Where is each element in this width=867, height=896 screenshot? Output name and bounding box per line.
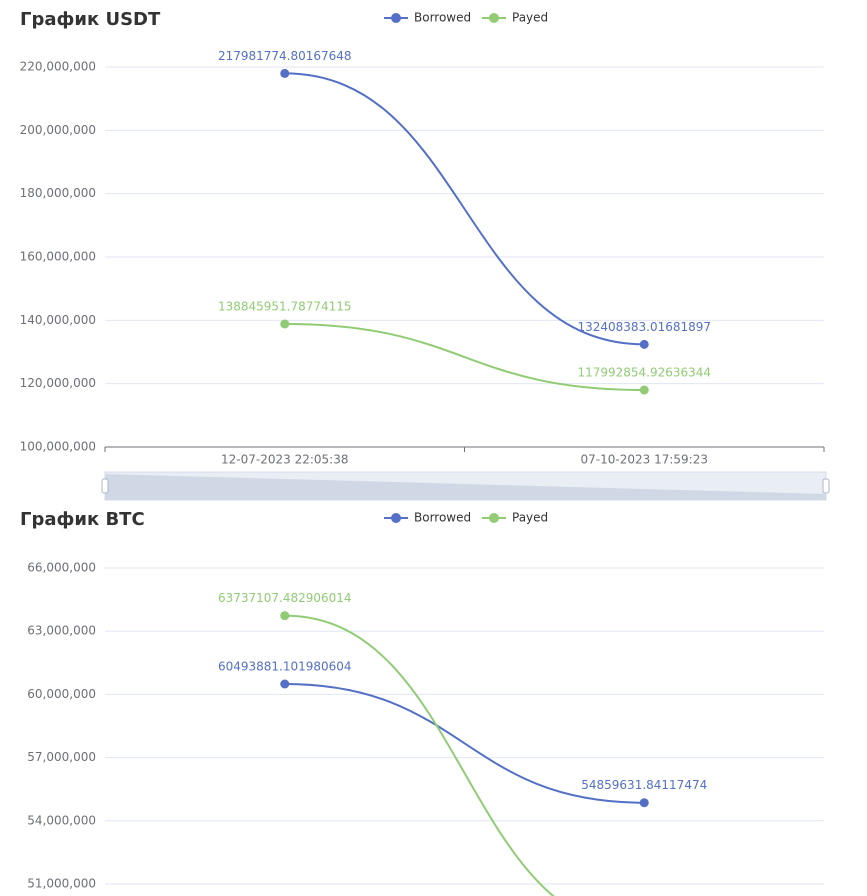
data-point bbox=[280, 68, 290, 78]
data-label: 132408383.01681897 bbox=[577, 320, 711, 334]
chart-title: График BTC bbox=[20, 509, 145, 530]
y-tick-label: 66,000,000 bbox=[27, 561, 96, 575]
y-tick-label: 100,000,000 bbox=[20, 440, 96, 454]
data-label: 63737107.482906014 bbox=[218, 591, 352, 605]
y-tick-label: 51,000,000 bbox=[27, 877, 96, 891]
y-tick-label: 160,000,000 bbox=[20, 250, 96, 264]
data-label: 138845951.78774115 bbox=[218, 299, 352, 313]
zoom-handle[interactable] bbox=[101, 478, 109, 494]
y-tick-label: 220,000,000 bbox=[20, 60, 96, 74]
data-point bbox=[639, 798, 649, 808]
legend-marker bbox=[391, 513, 401, 523]
legend-label: Borrowed bbox=[414, 511, 471, 525]
data-point bbox=[280, 611, 290, 621]
data-point bbox=[639, 339, 649, 349]
data-label: 60493881.101980604 bbox=[218, 659, 352, 673]
legend-marker bbox=[391, 13, 401, 23]
data-zoom[interactable] bbox=[101, 471, 830, 501]
legend-label: Borrowed bbox=[414, 11, 471, 25]
data-label: 117992854.92636344 bbox=[577, 366, 711, 380]
data-label: 217981774.80167648 bbox=[218, 49, 352, 63]
y-tick-label: 57,000,000 bbox=[27, 750, 96, 764]
y-tick-label: 140,000,000 bbox=[20, 313, 96, 327]
series-line bbox=[284, 72, 645, 346]
legend-label: Payed bbox=[512, 11, 548, 25]
legend-label: Payed bbox=[512, 511, 548, 525]
y-tick-label: 54,000,000 bbox=[27, 813, 96, 827]
x-tick-label: 12-07-2023 22:05:38 bbox=[221, 453, 348, 467]
y-tick-label: 180,000,000 bbox=[20, 186, 96, 200]
series-line bbox=[284, 322, 645, 392]
legend-marker bbox=[489, 13, 499, 23]
legend-marker bbox=[489, 513, 499, 523]
y-tick-label: 60,000,000 bbox=[27, 687, 96, 701]
data-point bbox=[639, 385, 649, 395]
y-tick-label: 120,000,000 bbox=[20, 376, 96, 390]
series-line bbox=[284, 614, 555, 896]
zoom-handle[interactable] bbox=[822, 478, 830, 494]
data-label: 54859631.84117474 bbox=[581, 778, 707, 792]
data-point bbox=[280, 679, 290, 689]
y-tick-label: 200,000,000 bbox=[20, 123, 96, 137]
chart-title: График USDT bbox=[20, 9, 161, 30]
x-tick-label: 07-10-2023 17:59:23 bbox=[581, 453, 708, 467]
y-tick-label: 63,000,000 bbox=[27, 624, 96, 638]
series-line bbox=[284, 682, 645, 804]
data-point bbox=[280, 319, 290, 329]
zoom-shadow bbox=[105, 474, 826, 500]
